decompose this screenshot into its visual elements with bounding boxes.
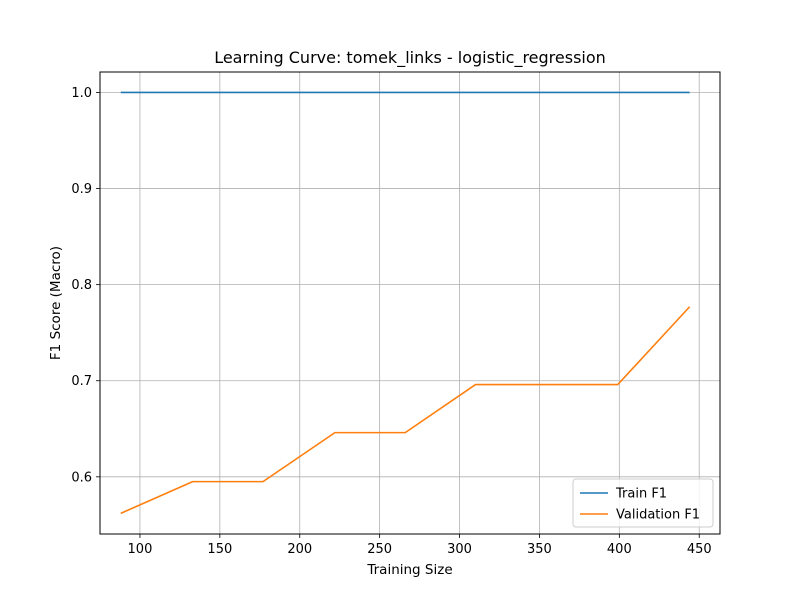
legend: Train F1 Validation F1 (572, 478, 714, 528)
x-tick-label: 450 (687, 542, 712, 557)
y-tick-label: 1.0 (71, 86, 92, 101)
y-tick-label: 0.6 (71, 470, 92, 485)
grid (100, 72, 720, 534)
y-tick-label: 0.7 (71, 374, 92, 389)
legend-label-0: Train F1 (615, 487, 667, 502)
y-axis-label: F1 Score (Macro) (48, 246, 64, 360)
legend-label-1: Validation F1 (616, 508, 700, 523)
x-axis-label: Training Size (366, 562, 452, 578)
y-tick-label: 0.8 (71, 278, 92, 293)
x-tick-label: 300 (447, 542, 472, 557)
x-tick-label: 250 (367, 542, 392, 557)
x-tick-label: 100 (128, 542, 153, 557)
legend-box (572, 478, 714, 528)
x-tick-label: 200 (287, 542, 312, 557)
chart-title: Learning Curve: tomek_links - logistic_r… (214, 48, 606, 68)
x-tick-label: 350 (527, 542, 552, 557)
series-lines (120, 91, 691, 515)
x-tick-label: 400 (607, 542, 632, 557)
x-tick-label: 150 (207, 542, 232, 557)
series-line-1 (120, 306, 691, 515)
plot-frame (99, 71, 721, 535)
axis-ticks: 100 150 200 250 300 350 400 450 0.6 0.7 0.8 0.9 1.0 (71, 86, 711, 557)
y-tick-label: 0.9 (71, 182, 92, 197)
